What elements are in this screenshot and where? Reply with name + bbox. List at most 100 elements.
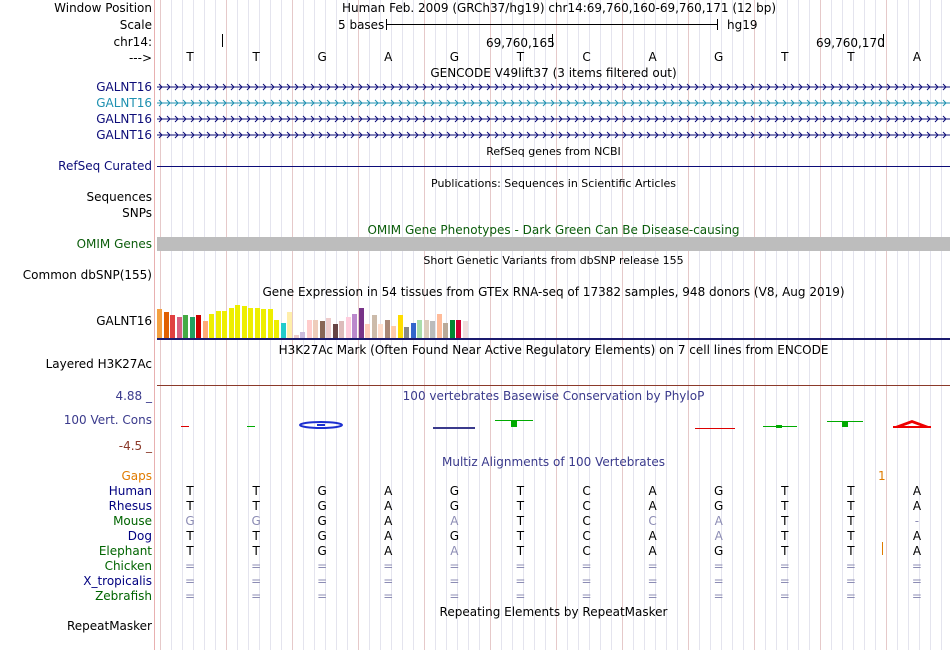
- gtex-track-title[interactable]: Gene Expression in 54 tissues from GTEx …: [262, 285, 845, 299]
- gtex-tissue-bar[interactable]: [404, 327, 409, 338]
- gtex-tissue-bar[interactable]: [384, 320, 390, 338]
- gtex-tissue-bar[interactable]: [254, 308, 260, 338]
- gtex-tissue-bar[interactable]: [293, 335, 299, 338]
- gtex-tissue-bar[interactable]: [410, 323, 416, 338]
- dbsnp-track-title[interactable]: Short Genetic Variants from dbSNP releas…: [423, 254, 684, 267]
- reference-base: T: [781, 50, 789, 64]
- gtex-tissue-bar[interactable]: [436, 314, 442, 338]
- gtex-tissue-bar[interactable]: [157, 309, 162, 338]
- gtex-tissue-bar[interactable]: [417, 320, 422, 338]
- gtex-tissue-bar[interactable]: [378, 324, 383, 338]
- refseq-gene-line[interactable]: [157, 166, 950, 167]
- gtex-tissue-bar[interactable]: [196, 315, 201, 338]
- refseq-track-title[interactable]: RefSeq genes from NCBI: [486, 145, 621, 158]
- species-label[interactable]: Elephant: [98, 544, 152, 558]
- omim-feature-bar[interactable]: [157, 237, 950, 251]
- species-label[interactable]: Zebrafish: [95, 589, 152, 603]
- omim-label[interactable]: OMIM Genes: [76, 237, 152, 251]
- phylop-label[interactable]: 100 Vert. Cons: [63, 413, 152, 427]
- h3k27ac-track-title[interactable]: H3K27Ac Mark (Often Found Near Active Re…: [278, 343, 829, 357]
- multiz-track-title[interactable]: Multiz Alignments of 100 Vertebrates: [441, 455, 666, 469]
- sequences-label[interactable]: Sequences: [86, 190, 152, 204]
- gtex-tissue-bar[interactable]: [228, 308, 234, 338]
- gtex-tissue-bar[interactable]: [332, 324, 338, 338]
- gencode-track-title[interactable]: GENCODE V49lift37 (3 items filtered out): [430, 66, 677, 80]
- gtex-tissue-bar[interactable]: [326, 318, 331, 338]
- aligned-base: G: [449, 484, 460, 498]
- gtex-tissue-bar[interactable]: [397, 315, 403, 338]
- gtex-tissue-bar[interactable]: [391, 326, 396, 338]
- gtex-tissue-bar[interactable]: [183, 315, 188, 338]
- gtex-tissue-bar[interactable]: [306, 320, 312, 338]
- gtex-tissue-bar[interactable]: [352, 314, 357, 338]
- strand-chevron: [678, 99, 683, 107]
- strand-chevron: [246, 131, 251, 139]
- strand-chevron: [790, 115, 795, 123]
- phylop-track-title[interactable]: 100 vertebrates Basewise Conservation by…: [402, 389, 705, 403]
- species-label[interactable]: Rhesus: [108, 499, 152, 513]
- gtex-tissue-bar[interactable]: [462, 321, 468, 338]
- gtex-tissue-bar[interactable]: [443, 323, 448, 338]
- gtex-tissue-bar[interactable]: [267, 309, 273, 338]
- gtex-tissue-bar[interactable]: [241, 306, 247, 338]
- gencode-gene-label[interactable]: GALNT16: [96, 96, 152, 110]
- strand-chevron: [310, 115, 315, 123]
- gtex-tissue-bar[interactable]: [339, 321, 344, 338]
- gtex-tissue-bar[interactable]: [345, 317, 351, 338]
- gtex-tissue-bar[interactable]: [235, 305, 240, 338]
- gtex-tissue-bar[interactable]: [222, 311, 227, 338]
- species-label[interactable]: Human: [108, 484, 152, 498]
- strand-chevron: [582, 131, 587, 139]
- snps-label[interactable]: SNPs: [122, 206, 152, 220]
- gtex-tissue-bar[interactable]: [319, 321, 325, 338]
- species-label[interactable]: X_tropicalis: [83, 574, 152, 588]
- gtex-tissue-bar[interactable]: [176, 317, 182, 338]
- gtex-tissue-bar[interactable]: [280, 323, 286, 338]
- refseq-label[interactable]: RefSeq Curated: [58, 159, 152, 173]
- publications-track-title[interactable]: Publications: Sequences in Scientific Ar…: [431, 177, 676, 190]
- gtex-tissue-bar[interactable]: [215, 311, 221, 338]
- repeatmasker-track-title[interactable]: Repeating Elements by RepeatMasker: [439, 605, 668, 619]
- omim-track-title[interactable]: OMIM Gene Phenotypes - Dark Green Can Be…: [367, 223, 740, 237]
- gtex-tissue-bar[interactable]: [423, 320, 429, 338]
- phylop-logo-graph[interactable]: [157, 410, 950, 436]
- gtex-tissue-bar[interactable]: [261, 309, 266, 338]
- strand-chevron: [790, 131, 795, 139]
- species-label[interactable]: Mouse: [113, 514, 152, 528]
- gtex-tissue-bar[interactable]: [163, 312, 169, 338]
- gencode-transcript[interactable]: [157, 82, 950, 92]
- gtex-tissue-bar[interactable]: [371, 315, 377, 338]
- repeatmasker-label[interactable]: RepeatMasker: [66, 619, 152, 633]
- gtex-tissue-bar[interactable]: [202, 321, 208, 338]
- gtex-tissue-bar[interactable]: [287, 312, 292, 338]
- h3k27ac-label[interactable]: Layered H3K27Ac: [45, 357, 152, 371]
- gtex-tissue-bar[interactable]: [365, 324, 370, 338]
- gtex-tissue-bar[interactable]: [456, 320, 461, 338]
- gtex-tissue-bar[interactable]: [274, 320, 279, 338]
- gtex-tissue-bar[interactable]: [430, 321, 435, 338]
- gencode-transcript[interactable]: [157, 98, 950, 108]
- gencode-gene-label[interactable]: GALNT16: [96, 128, 152, 142]
- gtex-tissue-bar[interactable]: [170, 315, 175, 338]
- dbsnp-label[interactable]: Common dbSNP(155): [22, 268, 152, 282]
- gaps-label[interactable]: Gaps: [121, 469, 152, 483]
- gtex-tissue-bar[interactable]: [449, 320, 455, 338]
- gtex-label[interactable]: GALNT16: [96, 314, 152, 328]
- gencode-transcript[interactable]: [157, 130, 950, 140]
- gtex-tissue-bar[interactable]: [313, 320, 318, 338]
- aligned-base: T: [847, 529, 855, 543]
- strand-chevron: [942, 131, 947, 139]
- gtex-tissue-bar[interactable]: [300, 332, 305, 338]
- strand-chevron: [622, 131, 627, 139]
- species-label[interactable]: Chicken: [104, 559, 152, 573]
- gencode-gene-label[interactable]: GALNT16: [96, 80, 152, 94]
- gtex-tissue-bar[interactable]: [248, 308, 253, 338]
- strand-chevron: [238, 83, 243, 91]
- species-label[interactable]: Dog: [127, 529, 152, 543]
- gtex-tissue-bar[interactable]: [189, 317, 195, 338]
- gtex-tissue-bar[interactable]: [358, 308, 364, 338]
- gencode-transcript[interactable]: [157, 114, 950, 124]
- gtex-tissue-bar[interactable]: [209, 314, 214, 338]
- strand-chevron: [638, 99, 643, 107]
- gencode-gene-label[interactable]: GALNT16: [96, 112, 152, 126]
